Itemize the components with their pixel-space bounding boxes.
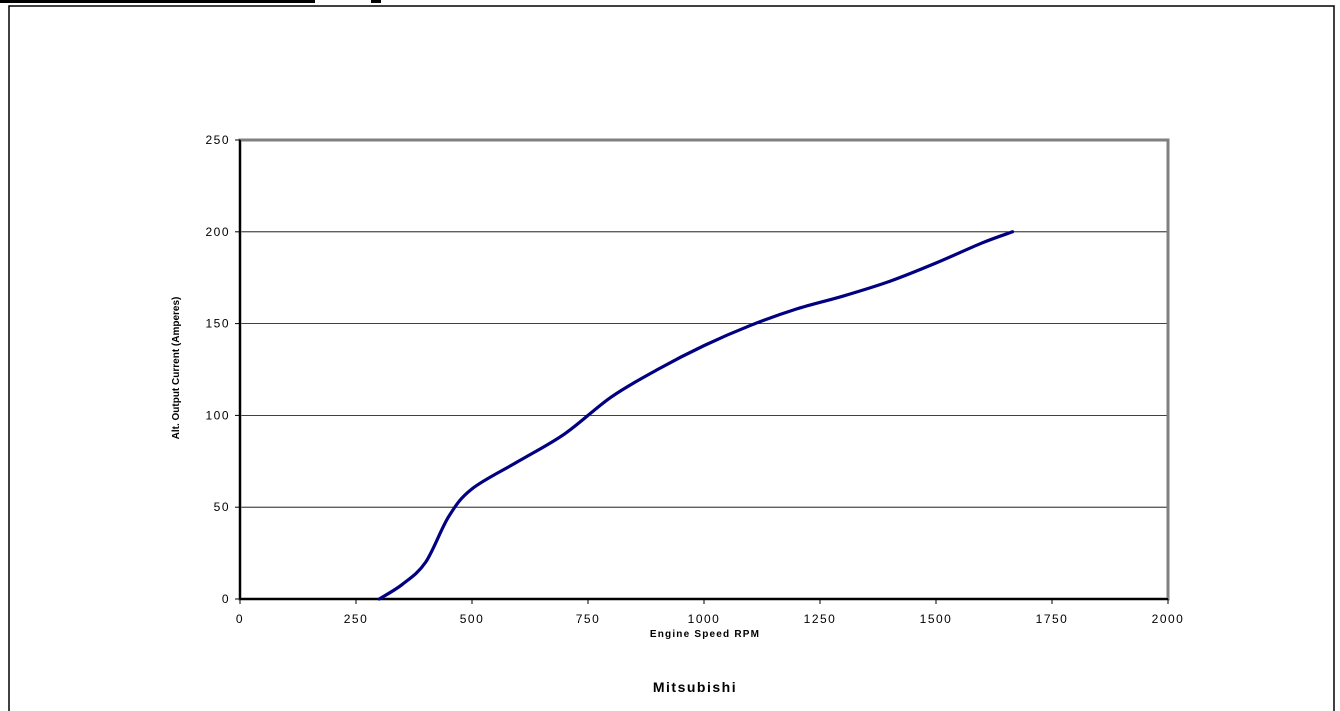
- x-tick-label-1000: 1000: [688, 612, 721, 626]
- x-tick-label-0: 0: [236, 612, 244, 626]
- x-tick-label-1250: 1250: [804, 612, 837, 626]
- y-tick-label-150: 150: [205, 317, 230, 331]
- y-tick-label-50: 50: [214, 500, 230, 514]
- top-clip-mark: [371, 0, 381, 3]
- series-group: [377, 230, 1015, 601]
- y-tick-label-250: 250: [205, 133, 230, 147]
- y-axis-title: Alt. Output Current (Amperes): [171, 297, 182, 440]
- x-tick-label-1750: 1750: [1036, 612, 1069, 626]
- series-line-0: [377, 230, 1015, 601]
- plot-border: [238, 138, 1170, 601]
- chart-caption: Mitsubishi: [653, 679, 737, 695]
- x-axis-title: Engine Speed RPM: [650, 629, 760, 640]
- y-tick-label-100: 100: [205, 408, 230, 422]
- y-tick-label-0: 0: [222, 592, 230, 606]
- grid-lines: [240, 231, 1168, 508]
- top-clip-bar-left: [0, 0, 315, 3]
- chart-border: [8, 5, 1335, 711]
- x-tick-label-2000: 2000: [1152, 612, 1185, 626]
- x-tick-label-500: 500: [460, 612, 485, 626]
- x-tick-label-750: 750: [576, 612, 601, 626]
- x-tick-label-250: 250: [344, 612, 369, 626]
- y-axis-ticks: 0 50 100 150 200 250: [205, 133, 241, 606]
- x-axis-ticks: 0 250 500 750 1000 1250 1500 1750 2000: [236, 598, 1185, 626]
- x-tick-label-1500: 1500: [920, 612, 953, 626]
- y-tick-label-200: 200: [205, 225, 230, 239]
